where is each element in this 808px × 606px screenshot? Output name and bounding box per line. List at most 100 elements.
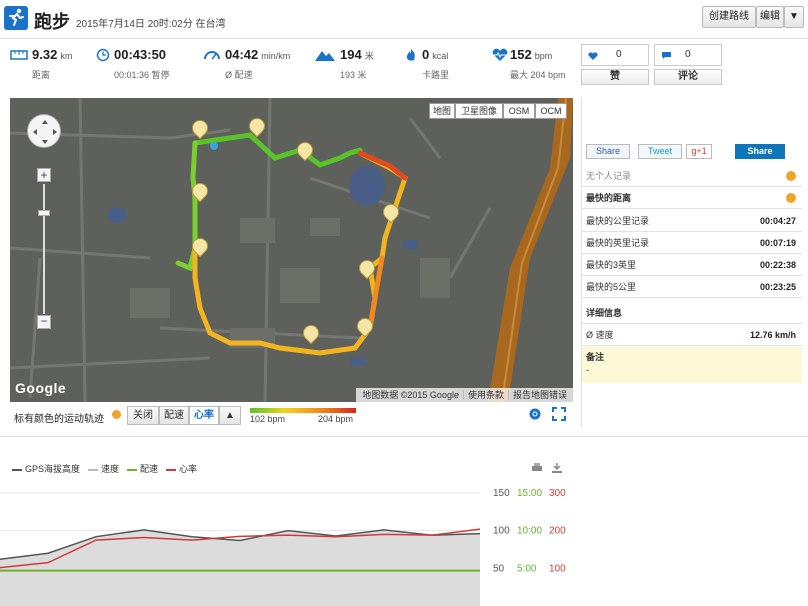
legend-item[interactable]: 心率 bbox=[166, 462, 197, 475]
pan-arrows-icon bbox=[33, 120, 57, 144]
record-row: 最快的3英里 00:22:38 bbox=[582, 254, 802, 276]
comment-button[interactable]: 评论 bbox=[654, 69, 722, 85]
legend-item[interactable]: 速度 bbox=[88, 462, 119, 475]
create-route-button[interactable]: 创建路线 bbox=[702, 6, 756, 28]
details-header: 详细信息 bbox=[582, 302, 802, 324]
record-label: 最快的英里记录 bbox=[586, 238, 650, 248]
google-logo: Google bbox=[15, 380, 67, 396]
running-icon bbox=[4, 6, 28, 30]
map-attribution: 地图数据 ©2015 Google 使用条款 报告地图错误 bbox=[356, 388, 573, 402]
pace-tick: 5:00 bbox=[517, 563, 537, 574]
clock-icon bbox=[96, 48, 110, 62]
stat-distance: 9.32 km 距离 bbox=[10, 44, 90, 88]
star-icon bbox=[786, 171, 796, 181]
stat-pace: 04:42 min/km Ø 配速 bbox=[203, 44, 313, 88]
info-icon[interactable] bbox=[112, 410, 121, 419]
legend-swatch bbox=[166, 468, 177, 471]
elevation-tick: 150 bbox=[493, 488, 510, 499]
legend-label: 心率 bbox=[179, 464, 198, 474]
facebook-share-button[interactable]: Share bbox=[586, 144, 630, 159]
elevation-unit: 米 bbox=[364, 51, 374, 61]
record-value: 00:04:27 bbox=[759, 216, 796, 226]
heart-unit: bpm bbox=[534, 51, 553, 61]
track-color-heart-button[interactable]: 心率 bbox=[189, 406, 219, 425]
legend-label: 配速 bbox=[140, 464, 159, 474]
record-label: 最快的5公里 bbox=[586, 282, 637, 292]
distance-unit: km bbox=[60, 51, 73, 61]
stat-calories: 0 kcal 卡路里 bbox=[404, 44, 484, 88]
map-type-ocm[interactable]: OCM bbox=[535, 103, 567, 119]
elevation-tick: 100 bbox=[493, 526, 510, 537]
track-color-off-button[interactable]: 关闭 bbox=[127, 406, 159, 425]
fullscreen-icon[interactable] bbox=[552, 407, 566, 421]
zoom-slider-track[interactable] bbox=[43, 184, 45, 314]
activity-date: 2015年7月14日 20时:02分 在台湾 bbox=[76, 19, 226, 30]
chart-divider bbox=[0, 436, 808, 437]
collapse-button[interactable]: ▲ bbox=[219, 406, 241, 425]
track-color-label: 标有颜色的运动轨迹 bbox=[14, 414, 104, 425]
legend-swatch bbox=[127, 468, 138, 471]
pan-control[interactable] bbox=[27, 114, 61, 148]
no-record-label: 无个人记录 bbox=[586, 171, 632, 181]
record-label: 最快的公里记录 bbox=[586, 216, 650, 226]
notes-value: - bbox=[586, 365, 589, 375]
distance-value: 9.32 bbox=[32, 47, 58, 62]
avg-speed-label: Ø 速度 bbox=[586, 330, 614, 340]
mountain-icon bbox=[315, 51, 335, 61]
personal-record-row: 无个人记录 bbox=[582, 165, 802, 187]
edit-button[interactable]: 编辑 bbox=[756, 6, 784, 28]
comments-count: 0 bbox=[685, 49, 691, 60]
download-icon[interactable] bbox=[551, 462, 563, 473]
record-value: 00:23:25 bbox=[759, 282, 796, 292]
avg-speed-row: Ø 速度 12.76 km/h bbox=[582, 324, 802, 346]
record-value: 00:22:38 bbox=[759, 260, 796, 270]
map-type-satellite[interactable]: 卫星图像 bbox=[455, 103, 503, 119]
time-paused: 00:01:36 暂停 bbox=[114, 70, 170, 80]
record-label: 最快的3英里 bbox=[586, 260, 637, 270]
page-title: 跑步 bbox=[34, 12, 70, 32]
zoom-slider-handle[interactable] bbox=[38, 210, 50, 216]
map-type-osm[interactable]: OSM bbox=[503, 103, 535, 119]
heart-tick: 300 bbox=[549, 488, 566, 499]
record-row: 最快的5公里 00:23:25 bbox=[582, 276, 802, 298]
legend-label: GPS海拔高度 bbox=[25, 464, 81, 474]
fastest-title: 最快的距离 bbox=[586, 193, 632, 203]
comment-icon bbox=[662, 52, 671, 59]
notes-box: 备注 - bbox=[582, 347, 802, 383]
heart-tick: 100 bbox=[549, 563, 566, 574]
likes-count: 0 bbox=[616, 49, 622, 60]
zoom-out-button[interactable]: − bbox=[37, 315, 51, 329]
tweet-button[interactable]: Tweet bbox=[638, 144, 682, 159]
stat-time: 00:43:50 00:01:36 暂停 bbox=[96, 44, 196, 88]
pace-tick: 10:00 bbox=[517, 526, 542, 537]
elevation-line bbox=[0, 529, 481, 561]
heart-rate-line bbox=[0, 528, 481, 569]
track-color-pace-button[interactable]: 配速 bbox=[159, 406, 189, 425]
heart-rate-icon bbox=[492, 48, 508, 61]
time-value: 00:43:50 bbox=[114, 47, 167, 62]
heart-tick: 200 bbox=[549, 526, 566, 537]
activity-chart: 150 15:00 300 100 10:00 200 50 5:00 100 bbox=[0, 488, 566, 606]
report-error-link[interactable]: 报告地图错误 bbox=[507, 390, 571, 400]
calories-unit: kcal bbox=[432, 51, 449, 61]
route-map[interactable]: + − 地图 卫星图像 OSM OCM Google 地图数据 ©2015 Go… bbox=[10, 98, 573, 402]
dropdown-button[interactable]: ▼ bbox=[784, 6, 804, 28]
header-divider bbox=[0, 38, 808, 39]
legend-item[interactable]: 配速 bbox=[127, 462, 158, 475]
settings-icon[interactable] bbox=[528, 407, 542, 421]
terms-link[interactable]: 使用条款 bbox=[462, 390, 508, 400]
likes-box: 0 bbox=[581, 44, 649, 66]
map-type-map[interactable]: 地图 bbox=[429, 103, 455, 119]
flame-icon bbox=[406, 49, 415, 61]
zoom-in-button[interactable]: + bbox=[37, 168, 51, 182]
pace-unit: min/km bbox=[261, 51, 291, 61]
heart-value: 152 bbox=[510, 47, 532, 62]
gplus-button[interactable]: g+1 bbox=[686, 144, 712, 159]
linkedin-share-button[interactable]: Share bbox=[735, 144, 785, 159]
legend-item[interactable]: GPS海拔高度 bbox=[12, 462, 80, 475]
print-icon[interactable] bbox=[531, 462, 543, 473]
elevation-area bbox=[0, 529, 480, 606]
comments-box: 0 bbox=[654, 44, 722, 66]
like-button[interactable]: 赞 bbox=[581, 69, 649, 85]
avg-speed-value: 12.76 km/h bbox=[749, 330, 796, 340]
